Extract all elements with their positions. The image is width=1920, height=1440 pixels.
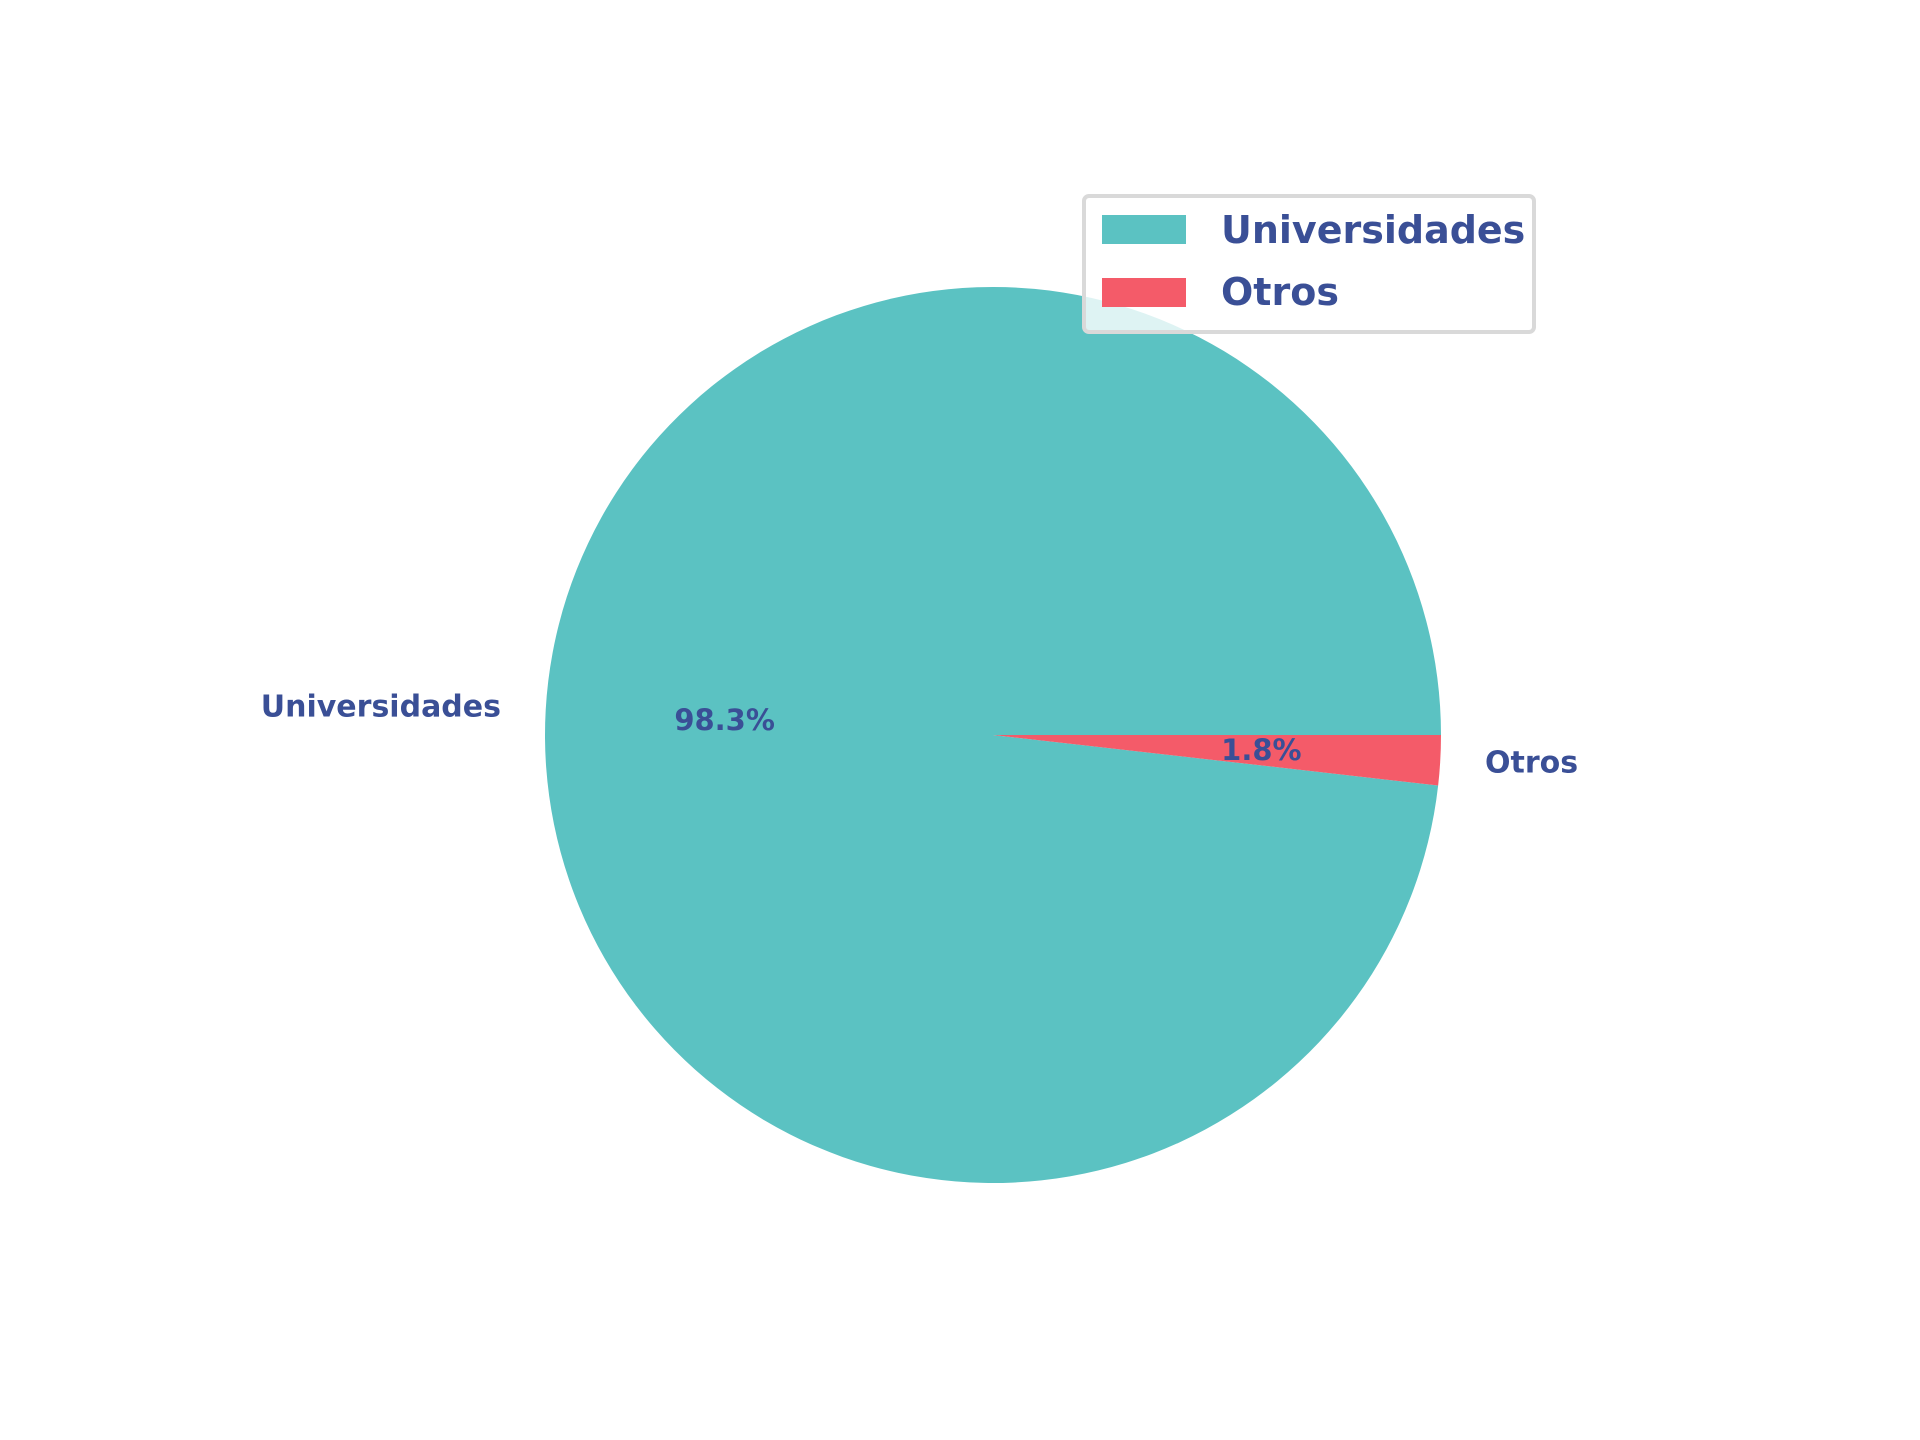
pie-slices <box>545 286 1441 1183</box>
legend-swatch-universidades <box>1102 215 1186 244</box>
pie-slice-universidades <box>545 286 1441 1183</box>
slice-label-universidades: Universidades <box>261 690 501 725</box>
pie-labels: 98.3% Universidades 1.8% Otros <box>261 690 1578 781</box>
legend: Universidades Otros <box>1082 194 1536 334</box>
percent-label-otros: 1.8% <box>1221 733 1301 767</box>
legend-label-otros: Otros <box>1221 270 1339 314</box>
percent-label-universidades: 98.3% <box>674 703 775 737</box>
pie-slice-otros <box>993 735 1441 786</box>
legend-label-universidades: Universidades <box>1221 208 1525 252</box>
legend-box <box>1082 194 1536 334</box>
slice-label-otros: Otros <box>1485 745 1578 780</box>
legend-swatch-otros <box>1102 278 1186 307</box>
